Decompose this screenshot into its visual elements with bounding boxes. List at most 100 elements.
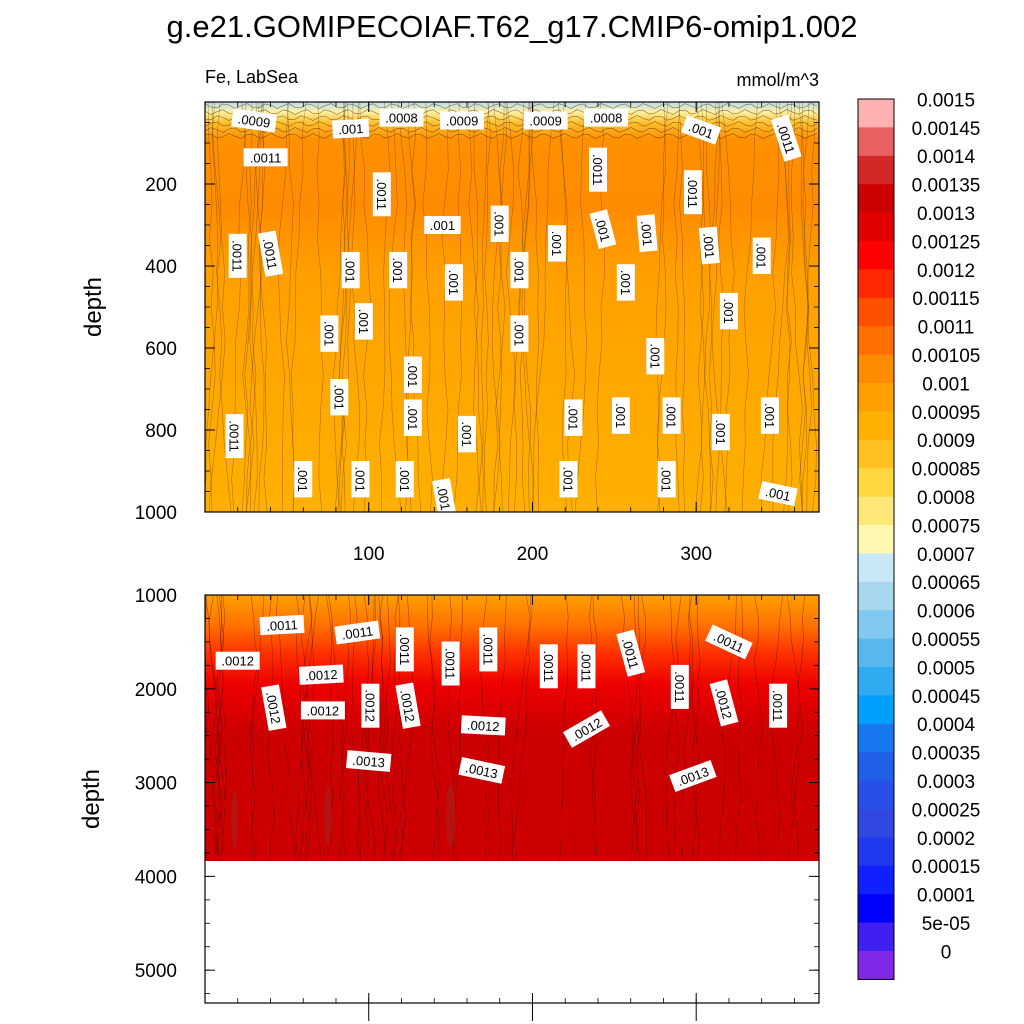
contour-label-box	[298, 664, 344, 685]
contour-line	[249, 102, 262, 512]
contour-label-box	[441, 641, 460, 686]
contour-label-text: .001	[565, 405, 580, 430]
contour-line	[801, 102, 815, 512]
colorbar-label: 0.0005	[917, 658, 975, 679]
contour-label-box	[354, 303, 373, 340]
contour-label-text: .0009	[446, 114, 479, 129]
contour-label-text: .0012	[467, 718, 500, 735]
contour-label-box	[657, 461, 676, 498]
contour-label-text: .001	[397, 467, 412, 492]
contour-line	[301, 595, 312, 861]
contour-label: .0011	[259, 614, 305, 636]
contour-label-text: .0011	[230, 240, 245, 272]
top-panel-y-axis-label: depth	[80, 277, 107, 337]
contour-line	[251, 595, 264, 861]
contour-label-text: .001	[295, 467, 310, 492]
top-panel-contour-lines	[205, 102, 818, 512]
contour-line	[673, 595, 682, 861]
contour-line	[302, 595, 322, 861]
contour-line	[275, 595, 296, 861]
top-panel-frame	[204, 101, 820, 513]
contour-label-text: .001	[561, 467, 576, 492]
contour-line	[316, 102, 324, 512]
contour-line	[427, 595, 440, 861]
contour-label: .001	[294, 461, 313, 498]
colorbar-label: 0.00085	[912, 460, 981, 481]
contour-label-text: .0011	[770, 690, 785, 722]
contour-label: .001	[636, 214, 658, 253]
contour-line	[753, 595, 763, 861]
contour-line	[208, 102, 222, 512]
contour-label-text: .0012	[362, 689, 377, 722]
contour-label: .0011	[577, 644, 596, 689]
contour-label-box	[523, 111, 568, 130]
contour-line	[366, 595, 377, 861]
contour-label-box	[389, 251, 408, 289]
contour-label-box	[562, 710, 611, 748]
contour-label-box	[479, 627, 498, 672]
contour-line	[211, 102, 232, 512]
contour-label-text: .001	[511, 321, 526, 346]
contour-label-text: .0011	[443, 648, 458, 680]
top-panel-contour-labels: .0009 .001 .0008 .0009 .0009 .0008 .001 .0011 .0…	[225, 108, 802, 518]
contour-label-box	[259, 614, 305, 636]
colorbar-swatch	[858, 581, 894, 611]
contour-label: .001	[354, 303, 373, 340]
colorbar-label: 5e-05	[922, 914, 971, 935]
colorbar-label: 0.00135	[912, 176, 981, 197]
contour-label-box	[589, 147, 607, 192]
contour-label-text: .001	[762, 403, 777, 428]
colorbar-swatch	[858, 951, 894, 980]
contour-line	[258, 102, 266, 512]
contour-label: .0011	[479, 627, 498, 672]
colorbar-label: 0.00095	[912, 403, 981, 424]
contour-line	[429, 595, 441, 861]
colorbar-label: 0.00035	[912, 744, 981, 765]
contour-label-text: .001	[430, 218, 455, 233]
contour-label-box	[458, 415, 476, 453]
colorbar-label: 0.0012	[917, 261, 975, 282]
contour-label-text: .0011	[397, 634, 412, 666]
contour-line	[680, 595, 694, 861]
contour-label-box	[670, 664, 689, 709]
colorbar-label: 0	[941, 942, 952, 963]
contour-line	[213, 595, 226, 861]
contour-label-box	[616, 264, 635, 301]
contour-line	[409, 102, 422, 512]
contour-line	[294, 595, 313, 861]
contour-line	[786, 595, 801, 861]
contour-label-box	[403, 399, 422, 436]
contour-label-box	[320, 315, 339, 352]
contour-label-box	[564, 399, 583, 436]
contour-line	[328, 595, 348, 861]
contour-label: .0012	[261, 684, 287, 731]
contour-line	[695, 102, 706, 512]
contour-label: .0011	[243, 148, 288, 167]
contour-label-text: .0011	[260, 237, 280, 271]
contour-line	[241, 102, 252, 512]
contour-label: .0012	[709, 679, 739, 727]
bottom-panel-contour-labels: .0011 .0011 .0011 .0011 .0011 .0011 .0011 .0011…	[215, 614, 788, 792]
contour-line	[802, 102, 813, 512]
contour-line	[491, 102, 505, 512]
colorbar-swatch	[858, 212, 894, 242]
contour-label-text: .0011	[590, 154, 605, 186]
contour-line	[364, 595, 375, 861]
contour-line	[249, 102, 259, 512]
contour-label-box	[351, 461, 370, 498]
deep-patch	[231, 790, 238, 851]
contour-line	[506, 102, 518, 512]
contour-line	[771, 595, 784, 861]
contour-label-box	[611, 397, 630, 434]
contour-label-box	[424, 216, 461, 234]
contour-label: .0009	[523, 111, 568, 130]
contour-label-box	[294, 461, 313, 498]
contour-label-text: .0011	[541, 651, 556, 683]
contour-label-box	[395, 461, 414, 498]
contour-label-box	[758, 481, 798, 507]
contour-label: .001	[490, 205, 509, 243]
contour-label: .001	[698, 226, 720, 265]
contour-line	[530, 102, 540, 512]
contour-label-text: .001	[659, 467, 674, 492]
contour-line	[216, 595, 227, 861]
